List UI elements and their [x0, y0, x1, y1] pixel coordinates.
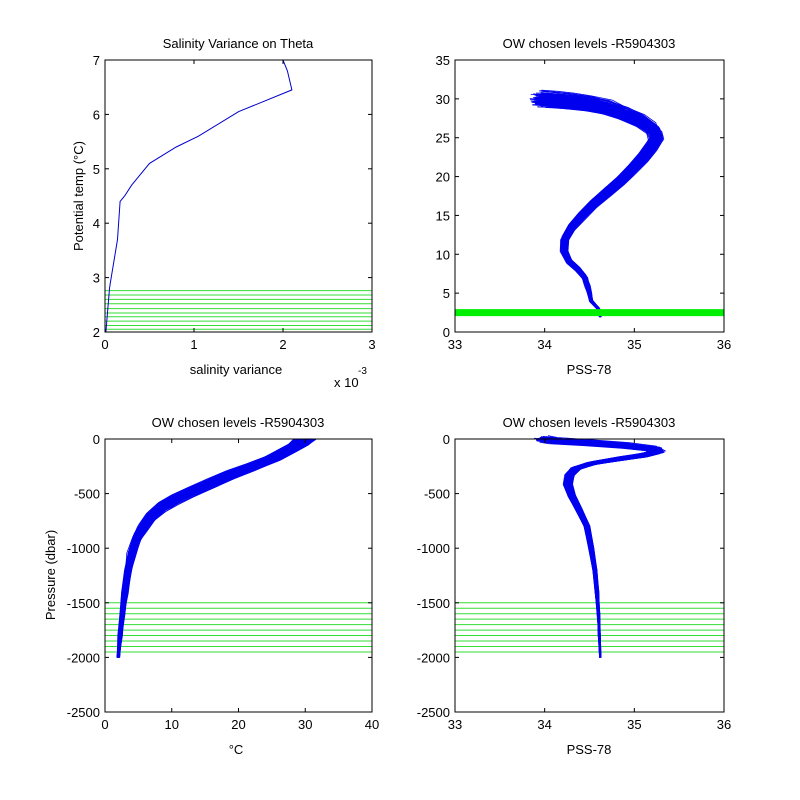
x-tick-label: 40	[365, 717, 379, 732]
y-tick-label: 5	[93, 162, 100, 177]
y-tick-label: 0	[93, 432, 100, 447]
p1-x-multiplier: x 10	[334, 375, 359, 390]
y-tick-label: 0	[443, 325, 450, 340]
p3-title: OW chosen levels -R5904303	[152, 415, 325, 430]
x-tick-label: 10	[165, 717, 179, 732]
y-tick-label: 25	[436, 131, 450, 146]
profile-line	[537, 440, 654, 658]
profile-line	[117, 438, 301, 658]
p1-hlines	[105, 290, 372, 330]
y-tick-label: -2000	[67, 650, 100, 665]
p1-xlabel: salinity variance	[190, 362, 283, 377]
y-tick-label: 3	[93, 271, 100, 286]
y-tick-label: -1000	[67, 541, 100, 556]
p1-title: Salinity Variance on Theta	[163, 36, 314, 51]
y-tick-label: 0	[443, 432, 450, 447]
variance-line	[105, 59, 293, 333]
x-tick-label: 20	[231, 717, 245, 732]
x-tick-label: 34	[537, 717, 551, 732]
x-tick-label: 35	[627, 337, 641, 352]
p3-xlabel: °C	[229, 742, 244, 757]
x-tick-label: 33	[448, 717, 462, 732]
y-tick-label: 15	[436, 208, 450, 223]
p4-xlabel: PSS-78	[567, 742, 612, 757]
y-tick-label: 7	[93, 53, 100, 68]
y-tick-label: 30	[436, 92, 450, 107]
p2-axes-frame	[454, 59, 725, 333]
y-tick-label: -2000	[417, 650, 450, 665]
x-tick-label: 34	[537, 337, 551, 352]
panel-salinity-pressure: 33 34 35 36 -2500 -2000 -1500 -1000 -500 0 OW cho…	[417, 415, 731, 757]
x-tick-label: 2	[279, 337, 286, 352]
y-tick-label: 10	[436, 247, 450, 262]
p3-ticks: 0 10 20 30 40 -2500 -2000 -1500 -1000 -500 0	[67, 432, 379, 732]
y-tick-label: -2500	[67, 705, 100, 720]
profile-line	[540, 93, 660, 316]
y-tick-label: -500	[424, 487, 450, 502]
profile-line	[551, 438, 662, 658]
y-tick-label: 35	[436, 53, 450, 68]
x-tick-label: 30	[298, 717, 312, 732]
p1-x-multiplier-exponent: -3	[358, 366, 367, 377]
p4-ticks: 33 34 35 36 -2500 -2000 -1500 -1000 -500 0	[417, 432, 731, 732]
profile-line	[542, 438, 656, 658]
panel-salinity-theta: 33 34 35 36 0 5 10 15 20 25 30 35 OW chosen levels …	[436, 36, 732, 377]
p1-lines	[105, 59, 293, 333]
x-tick-label: 33	[448, 337, 462, 352]
y-tick-label: -1500	[417, 596, 450, 611]
p2-ticks: 33 34 35 36 0 5 10 15 20 25 30 35	[436, 53, 732, 352]
p2-lines	[529, 89, 665, 318]
p4-title: OW chosen levels -R5904303	[503, 415, 676, 430]
y-tick-label: 2	[93, 325, 100, 340]
panel-salinity-variance: 0 1 2 3 2 3 4 5 6 7 Salinity Variance on Theta sa…	[71, 36, 376, 390]
y-tick-label: 5	[443, 286, 450, 301]
p3-ylabel: Pressure (dbar)	[43, 530, 58, 620]
y-tick-label: 4	[93, 216, 100, 231]
x-tick-label: 35	[627, 717, 641, 732]
x-tick-label: 3	[368, 337, 375, 352]
p1-ylabel: Potential temp (°C)	[71, 141, 86, 251]
y-tick-label: 6	[93, 107, 100, 122]
x-tick-label: 36	[717, 717, 731, 732]
x-tick-label: 36	[717, 337, 731, 352]
profile-line	[118, 438, 303, 658]
y-tick-label: -1500	[67, 596, 100, 611]
y-tick-label: 20	[436, 170, 450, 185]
x-tick-label: 0	[101, 337, 108, 352]
p4-hlines	[455, 602, 724, 653]
p2-title: OW chosen levels -R5904303	[503, 36, 676, 51]
p3-lines	[116, 438, 317, 658]
p4-lines	[534, 435, 667, 658]
p1-axes-frame	[104, 59, 373, 333]
y-tick-label: -500	[74, 487, 100, 502]
y-tick-label: -2500	[417, 705, 450, 720]
y-tick-label: -1000	[417, 541, 450, 556]
profile-line	[541, 98, 659, 317]
panel-temperature-pressure: 0 10 20 30 40 -2500 -2000 -1500 -1000 -500 0 OW ch…	[43, 415, 379, 757]
x-tick-label: 1	[190, 337, 197, 352]
profile-line	[117, 438, 305, 658]
x-tick-label: 0	[101, 717, 108, 732]
p1-ticks: 0 1 2 3 2 3 4 5 6 7	[93, 53, 376, 352]
p3-hlines	[105, 602, 372, 653]
p2-xlabel: PSS-78	[567, 362, 612, 377]
profile-line	[117, 438, 306, 658]
profile-line	[540, 102, 657, 317]
p4-axes-frame	[454, 438, 725, 713]
